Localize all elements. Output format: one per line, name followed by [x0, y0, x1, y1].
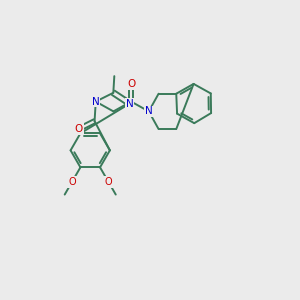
Text: O: O	[105, 177, 112, 187]
Text: N: N	[145, 106, 153, 116]
Text: N: N	[92, 97, 100, 106]
Text: N: N	[126, 99, 134, 109]
Text: O: O	[68, 177, 76, 187]
Text: O: O	[127, 79, 135, 89]
Text: O: O	[75, 124, 83, 134]
